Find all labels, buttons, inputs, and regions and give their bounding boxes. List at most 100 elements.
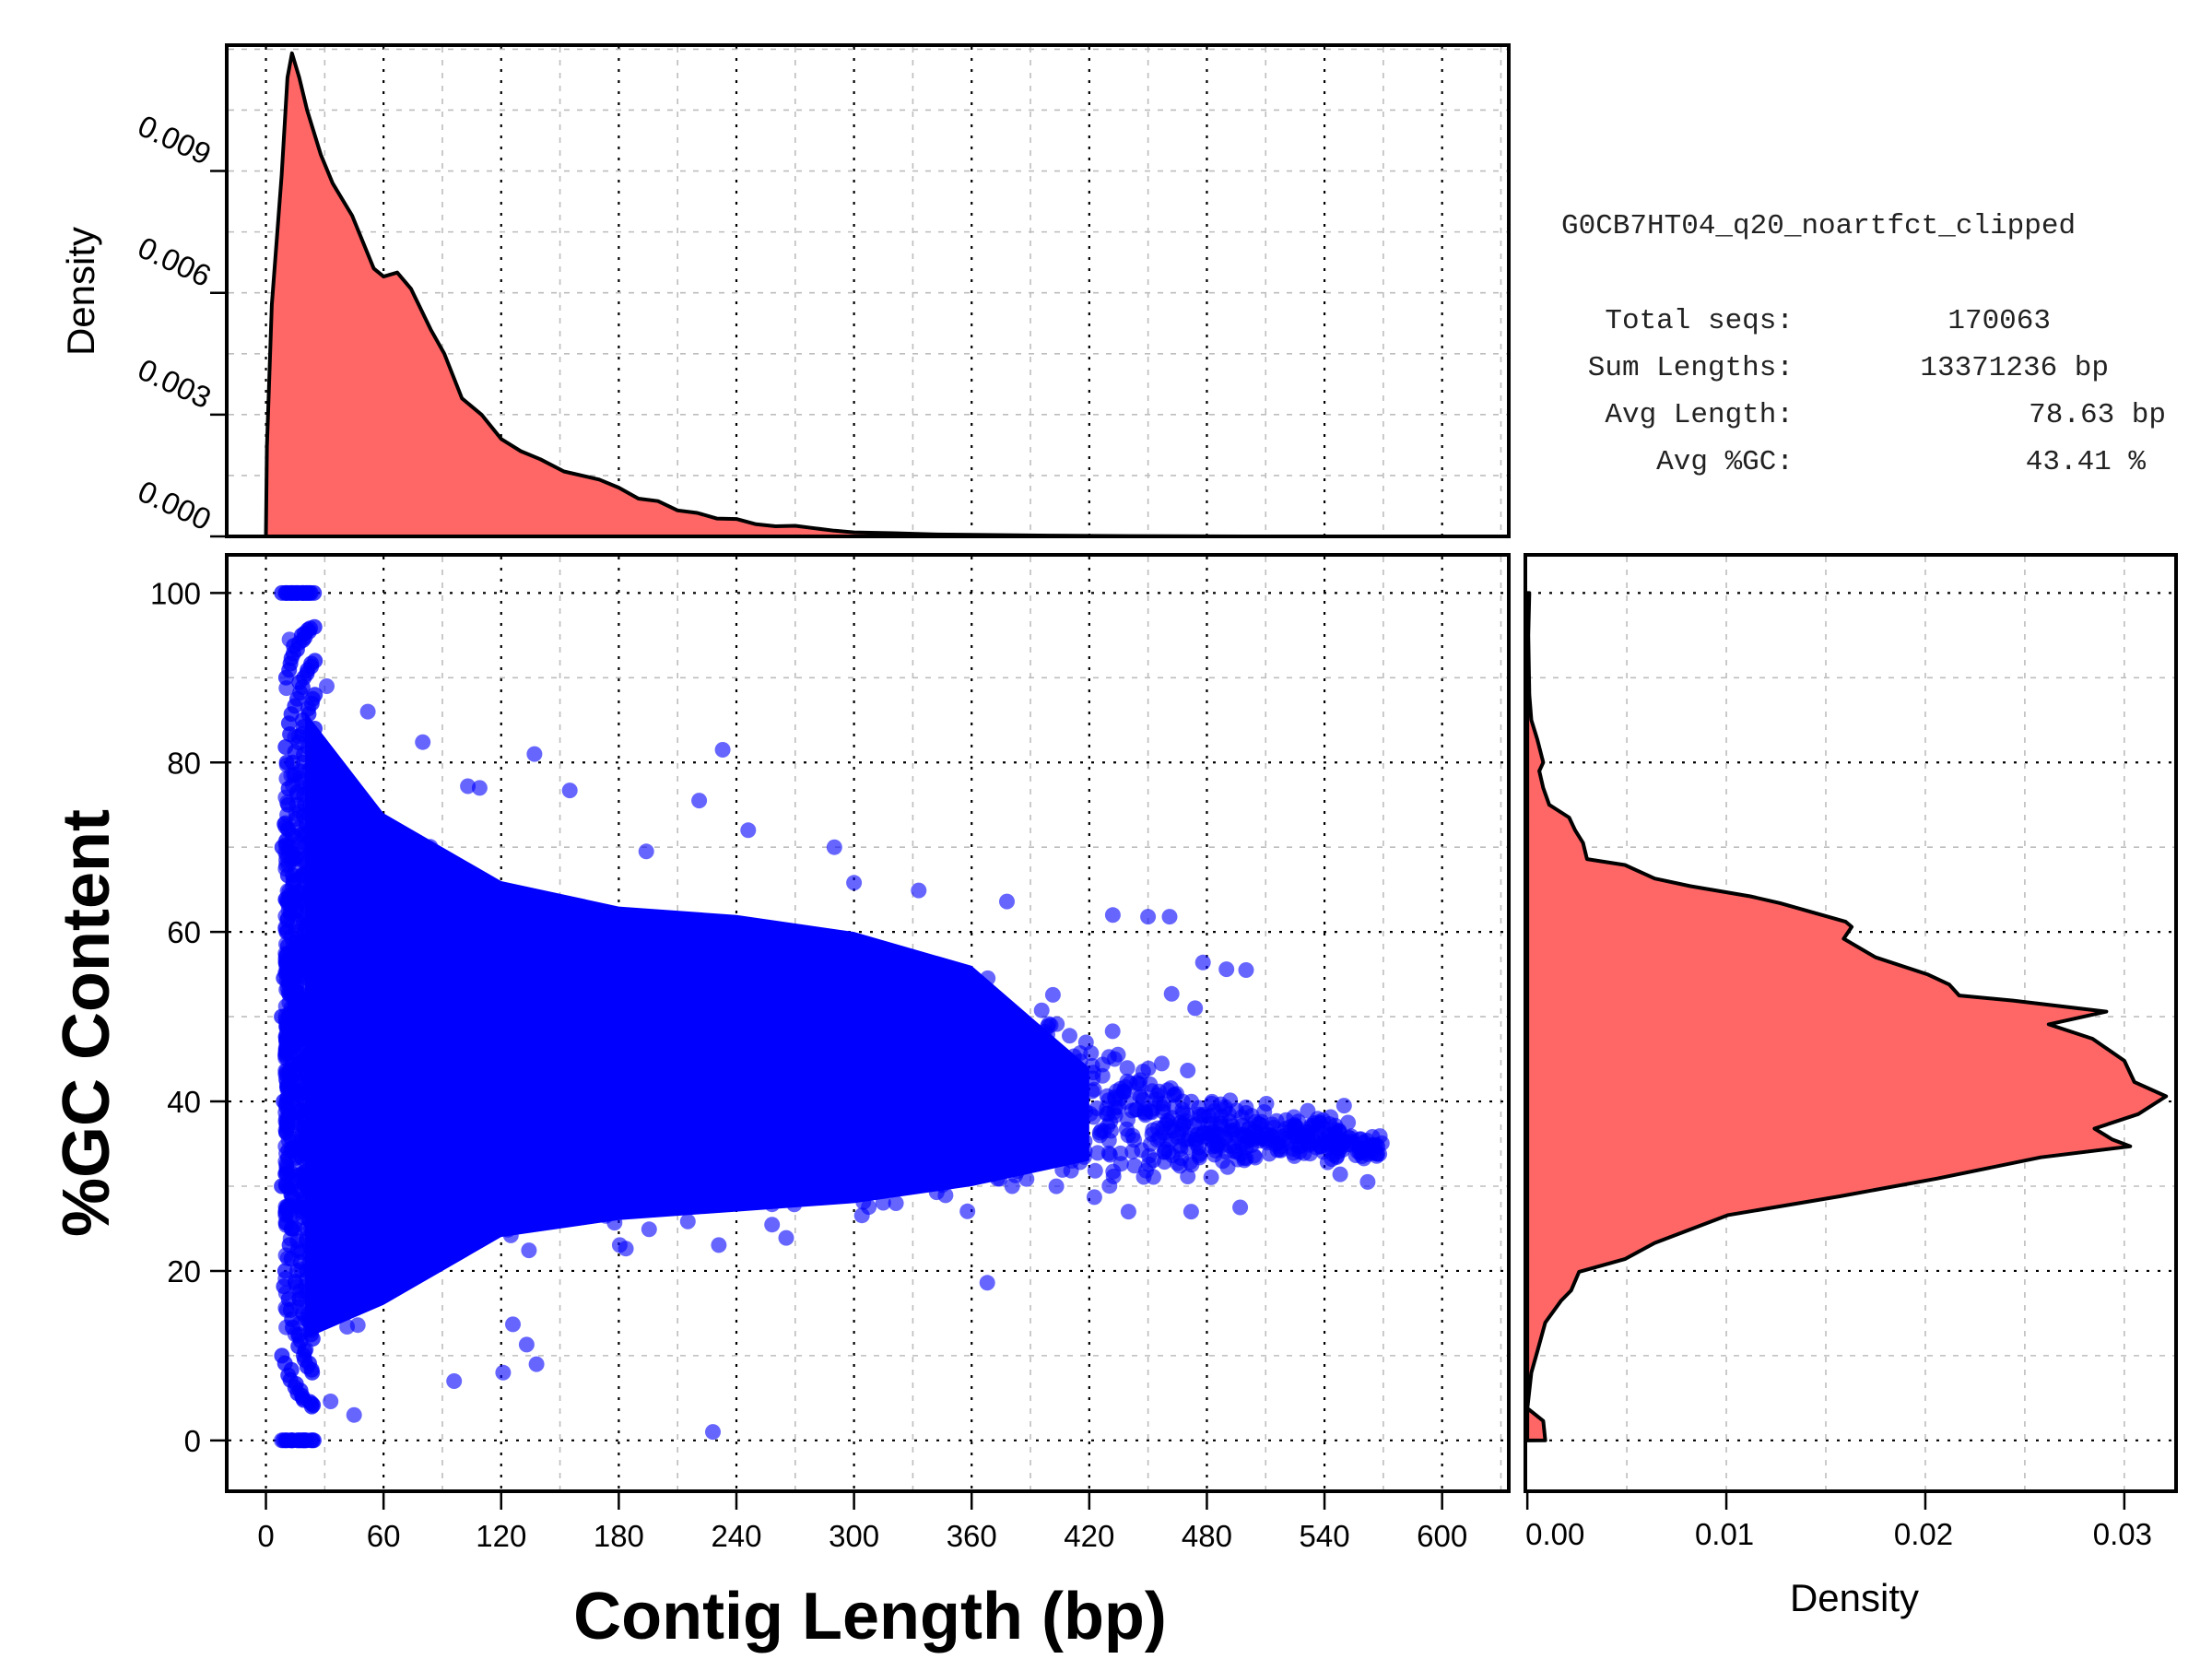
scatter-point xyxy=(1133,1088,1148,1105)
scatter-point xyxy=(504,1147,521,1164)
scatter-point xyxy=(758,947,774,964)
scatter-point xyxy=(450,989,466,1006)
scatter-point xyxy=(309,1297,324,1313)
scatter-point xyxy=(1371,1146,1388,1162)
scatter-point xyxy=(447,1053,464,1069)
scatter-point xyxy=(1018,1171,1035,1187)
scatter-point xyxy=(935,995,952,1012)
scatter-point xyxy=(517,1013,534,1030)
scatter-point xyxy=(440,868,455,885)
scatter-point xyxy=(316,815,333,831)
scatter-point xyxy=(470,959,487,975)
scatter-point xyxy=(366,907,382,924)
scatter-point xyxy=(1089,1145,1106,1161)
scatter-point xyxy=(438,930,454,947)
scatter-point xyxy=(877,1001,894,1018)
scatter-point xyxy=(947,1110,963,1125)
scatter-point xyxy=(391,1116,407,1133)
stat-value: 43.41 % xyxy=(2026,446,2147,478)
scatter-point xyxy=(361,866,378,883)
y-tick-label: 40 xyxy=(167,1085,201,1119)
scatter-point xyxy=(903,1175,920,1192)
scatter-point xyxy=(992,1158,1008,1174)
scatter-point xyxy=(303,889,320,906)
scatter-point xyxy=(831,985,848,1002)
scatter-point xyxy=(375,935,391,951)
scatter-point xyxy=(422,900,439,916)
scatter-point xyxy=(349,1189,366,1206)
scatter-point xyxy=(1085,1070,1101,1087)
scatter-point xyxy=(387,1171,404,1187)
scatter-point xyxy=(594,997,611,1013)
scatter-point xyxy=(1052,1108,1068,1124)
scatter-point xyxy=(1018,1041,1035,1058)
scatter-point xyxy=(832,1106,849,1123)
scatter-point xyxy=(471,780,488,796)
scatter-point xyxy=(1033,1029,1050,1045)
scatter-point xyxy=(1101,1147,1118,1163)
scatter-point xyxy=(585,1122,602,1137)
scatter-point xyxy=(936,1142,953,1159)
stats-row: Sum Lengths: 13371236 bp xyxy=(1588,352,2109,384)
scatter-point xyxy=(948,1144,965,1160)
stat-value: 78.63 bp xyxy=(2029,399,2166,431)
scatter-point xyxy=(1270,1135,1286,1152)
scatter-point xyxy=(879,944,896,960)
scatter-point xyxy=(500,1221,516,1238)
scatter-point xyxy=(627,1147,643,1164)
scatter-point xyxy=(598,1133,615,1149)
scatter-point xyxy=(711,1237,727,1253)
gc-density-x-ticks: 0.00 0.01 0.02 0.03 xyxy=(1525,1491,2152,1551)
scatter-point xyxy=(562,1129,579,1146)
scatter-point xyxy=(710,973,726,990)
scatter-point xyxy=(1087,1162,1103,1179)
scatter-point xyxy=(356,898,372,914)
scatter-point xyxy=(1111,1099,1127,1115)
scatter-point xyxy=(705,1142,722,1159)
scatter-point xyxy=(304,1331,321,1347)
scatter-point xyxy=(922,1127,938,1144)
scatter-point xyxy=(754,1038,771,1054)
length-density-y-label: Density xyxy=(59,227,102,356)
scatter-point xyxy=(1104,1023,1121,1040)
gc-density-frame xyxy=(1524,553,2178,1493)
scatter-point xyxy=(1124,1143,1141,1159)
scatter-point xyxy=(575,1178,592,1194)
scatter-point xyxy=(527,1079,543,1096)
scatter-point xyxy=(1309,1129,1325,1146)
scatter-point xyxy=(1343,1128,1359,1145)
scatter-point xyxy=(373,1253,390,1270)
scatter-point xyxy=(383,1237,400,1253)
scatter-point xyxy=(910,1118,925,1135)
scatter-point xyxy=(966,1109,982,1125)
scatter-point xyxy=(308,754,324,771)
scatter-point xyxy=(666,1059,683,1076)
scatter-point xyxy=(403,1230,419,1246)
scatter-point xyxy=(1257,1131,1274,1147)
scatter-point xyxy=(1218,961,1235,978)
scatter-point xyxy=(815,1041,831,1057)
scatter-point xyxy=(596,1028,613,1044)
scatter-point xyxy=(564,1112,580,1128)
gc-density-panel: 0.00 0.01 0.02 0.03 Density xyxy=(1524,553,2178,1619)
scatter-point xyxy=(626,1131,642,1147)
scatter-point xyxy=(746,1101,762,1118)
scatter-point xyxy=(525,1146,542,1162)
scatter-point xyxy=(435,1156,452,1172)
scatter-point xyxy=(1161,909,1178,925)
scatter-point xyxy=(456,1129,473,1146)
scatter-point xyxy=(794,1031,811,1048)
scatter-point xyxy=(674,1146,690,1162)
scatter-point xyxy=(1140,909,1157,925)
scatter-point xyxy=(308,856,324,873)
scatter-point xyxy=(470,1217,487,1233)
scatter-point xyxy=(512,962,528,979)
x-tick-label: 240 xyxy=(711,1519,761,1553)
scatter-point xyxy=(347,1063,364,1079)
scatter-point xyxy=(540,982,557,999)
scatter-point xyxy=(452,915,468,932)
scatter-point xyxy=(339,1007,356,1024)
scatter-point xyxy=(377,1270,394,1287)
scatter-point xyxy=(341,818,358,834)
scatter-point xyxy=(482,915,499,932)
